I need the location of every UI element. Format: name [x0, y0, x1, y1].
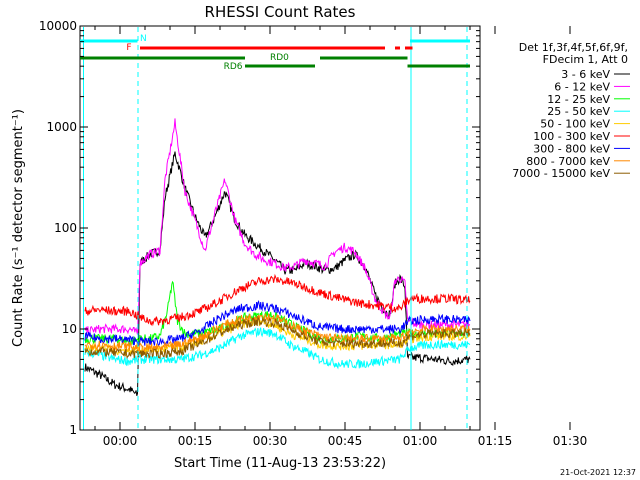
- legend-entry-label: 50 - 100 keV: [540, 118, 610, 131]
- y-axis-label: Count Rate (s⁻¹ detector segment⁻¹): [11, 109, 26, 347]
- legend: Det 1f,3f,4f,5f,6f,9f,FDecim 1, Att 0 3 -…: [512, 41, 630, 180]
- date-stamp: 21-Oct-2021 12:37: [560, 468, 636, 477]
- state-bar-label-F: F: [126, 43, 131, 53]
- x-tick-label: 00:15: [178, 434, 213, 448]
- y-tick-label: 10000: [39, 19, 77, 33]
- axes: 00:00 00:15 00:30 00:45 01:00 01:15 01:30 1 10 10…: [39, 19, 587, 448]
- series-line-25-50keV: [84, 327, 471, 370]
- x-tick-label: 01:15: [478, 434, 513, 448]
- y-tick-label: 1: [69, 423, 77, 437]
- x-axis-label: Start Time (11-Aug-13 23:53:22): [174, 456, 386, 471]
- y-tick-label: 1000: [46, 120, 77, 134]
- legend-entry-label: 7000 - 15000 keV: [512, 167, 610, 180]
- series-line-6-12keV: [84, 118, 471, 337]
- legend-entry-label: 100 - 300 keV: [533, 130, 610, 143]
- legend-entry-label: 300 - 800 keV: [533, 142, 610, 155]
- series-line-7000-15000keV: [84, 315, 471, 360]
- count-rate-curves: [83, 27, 471, 430]
- x-tick-label: 01:30: [553, 434, 588, 448]
- legend-entry-label: 12 - 25 keV: [547, 93, 610, 106]
- legend-entry-label: 25 - 50 keV: [547, 105, 610, 118]
- state-bar-label-N: N: [140, 34, 147, 44]
- chart-title: RHESSI Count Rates: [205, 3, 356, 21]
- state-bar-label-RD6: RD6: [224, 62, 243, 72]
- x-tick-label: 00:00: [103, 434, 138, 448]
- x-tick-label: 00:30: [253, 434, 288, 448]
- series-line-100-300keV: [84, 273, 471, 327]
- legend-entry-label: 6 - 12 keV: [554, 80, 610, 93]
- x-tick-label: 01:00: [403, 434, 438, 448]
- state-bar-label-RD0: RD0: [270, 53, 289, 63]
- legend-header: FDecim 1, Att 0: [543, 53, 628, 66]
- attenuator-state-bars: NF RD0 RD6: [80, 34, 470, 72]
- y-tick-label: 100: [54, 221, 77, 235]
- y-tick-label: 10: [62, 322, 77, 336]
- plot-area: [79, 25, 481, 431]
- legend-entry-label: 800 - 7000 keV: [526, 155, 610, 168]
- series-line-300-800keV: [84, 300, 471, 347]
- x-tick-label: 00:45: [328, 434, 363, 448]
- series-line-800-7000keV: [84, 312, 471, 354]
- plot-frame: [79, 25, 481, 431]
- legend-header: Det 1f,3f,4f,5f,6f,9f,: [519, 41, 628, 54]
- legend-entry-label: 3 - 6 keV: [561, 68, 610, 81]
